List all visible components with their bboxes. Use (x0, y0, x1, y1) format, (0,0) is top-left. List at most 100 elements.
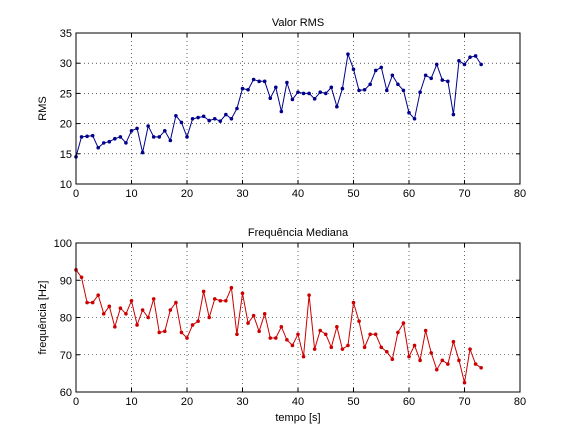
x-tick-label: 10 (125, 188, 137, 200)
y-tick-label: 90 (60, 275, 72, 287)
data-point (212, 297, 217, 301)
data-point (385, 349, 389, 354)
x-tick-label: 50 (347, 188, 359, 200)
data-point (457, 358, 461, 363)
data-point (457, 58, 461, 63)
data-point (468, 347, 472, 351)
data-point (401, 88, 406, 93)
data-point (229, 285, 234, 290)
data-point (235, 332, 239, 337)
data-point (373, 68, 378, 73)
data-point (135, 126, 139, 131)
data-point (279, 109, 284, 114)
data-point (229, 116, 234, 121)
data-point (235, 106, 239, 111)
data-point (329, 85, 334, 90)
data-point (440, 78, 445, 82)
data-point (368, 332, 372, 337)
data-point (124, 311, 128, 316)
data-point (146, 315, 150, 320)
data-point (429, 351, 434, 355)
data-point (301, 91, 306, 96)
y-tick-label: 20 (60, 119, 72, 131)
data-point (329, 345, 334, 350)
x-axis-label: tempo [s] (275, 412, 320, 424)
data-point (190, 323, 195, 327)
data-point (90, 133, 95, 138)
data-point (412, 343, 417, 348)
data-point (107, 304, 112, 309)
data-point (257, 79, 261, 84)
data-point (118, 306, 123, 310)
x-tick-label: 70 (458, 188, 470, 200)
y-tick-label: 10 (60, 179, 72, 191)
data-point (318, 328, 323, 333)
data-point (462, 62, 467, 67)
y-tick-label: 35 (60, 28, 72, 40)
data-point (340, 347, 345, 351)
data-point (146, 124, 150, 128)
data-point (224, 112, 228, 117)
x-tick-label: 50 (347, 396, 359, 408)
data-point (268, 336, 273, 340)
y-tick-label: 25 (60, 88, 72, 100)
y-tick-label: 100 (54, 238, 72, 250)
data-point (135, 323, 139, 327)
data-point (262, 311, 267, 316)
data-point (323, 332, 328, 337)
data-point (257, 329, 261, 334)
data-point (185, 336, 189, 340)
chart-title: Frequência Mediana (248, 227, 349, 239)
data-point (401, 321, 406, 325)
data-point (318, 90, 323, 94)
data-point (168, 308, 173, 312)
data-point (340, 86, 345, 91)
data-point (335, 325, 339, 329)
x-tick-label: 30 (236, 188, 248, 200)
data-point (396, 330, 400, 335)
data-point (218, 119, 223, 123)
data-point (418, 358, 422, 363)
data-point (379, 65, 384, 70)
data-point (157, 135, 162, 139)
data-point (362, 345, 367, 350)
data-point (268, 96, 273, 101)
data-point (279, 325, 284, 329)
data-point (113, 136, 117, 141)
data-point (407, 110, 411, 115)
x-tick-label: 70 (458, 396, 470, 408)
data-point (440, 358, 445, 363)
data-point (307, 293, 311, 297)
data-point (107, 139, 112, 144)
data-point (190, 116, 195, 121)
data-point (451, 339, 456, 344)
data-point (385, 88, 389, 93)
data-point (174, 300, 178, 305)
data-point (262, 79, 267, 84)
data-point (434, 367, 439, 372)
data-point (101, 141, 106, 145)
data-point (218, 298, 223, 303)
data-point (201, 289, 206, 294)
data-point (446, 79, 450, 84)
data-point (357, 88, 361, 93)
x-tick-label: 0 (73, 396, 79, 408)
data-point (240, 86, 245, 91)
x-tick-label: 0 (73, 188, 79, 200)
data-point (163, 129, 167, 133)
data-point (240, 291, 245, 296)
data-point (207, 118, 211, 123)
data-point (118, 135, 123, 139)
x-tick-label: 20 (181, 188, 193, 200)
data-point (101, 311, 106, 316)
data-point (290, 343, 295, 348)
data-point (446, 362, 450, 366)
x-tick-label: 80 (514, 396, 526, 408)
data-point (351, 67, 356, 72)
data-point (140, 150, 145, 155)
data-point (301, 354, 306, 359)
data-point (368, 82, 372, 87)
data-point (451, 112, 456, 117)
y-tick-label: 80 (60, 313, 72, 325)
data-point (407, 354, 411, 359)
